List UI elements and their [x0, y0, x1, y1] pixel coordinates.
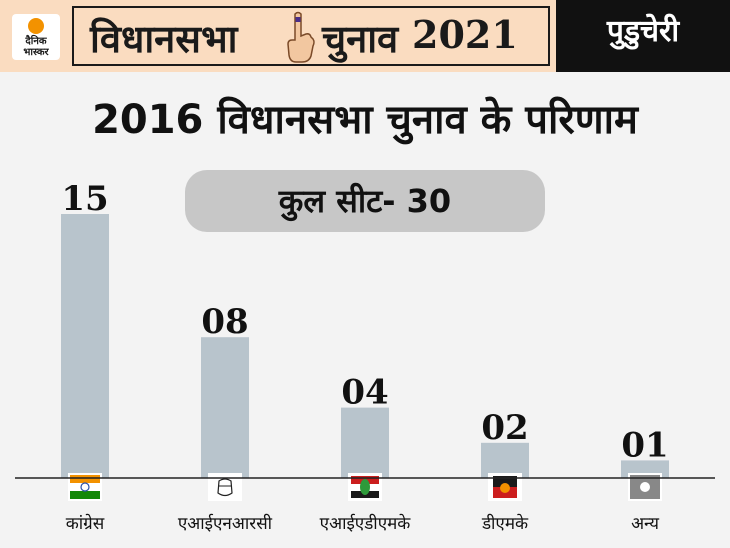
category-label-1: कांग्रेस — [66, 513, 105, 534]
chart-title: 2016 विधानसभा चुनाव के परिणाम — [92, 97, 638, 143]
category-label-3: एआईएडीएमके — [320, 513, 412, 534]
category-label-4: डीएमके — [481, 513, 529, 534]
others-box-icon — [628, 473, 662, 501]
value-label-5: 01 — [621, 425, 668, 465]
total-seats-pill: कुल सीट- 30 — [185, 170, 545, 232]
sun-icon — [28, 18, 44, 34]
category-label-5: अन्य — [631, 514, 660, 534]
bar-2 — [201, 337, 249, 478]
header-banner: दैनिक भास्कर विधानसभा चुनाव 2021 पुडुचेर… — [0, 0, 730, 72]
bar-3 — [341, 407, 389, 478]
value-label-1: 15 — [61, 179, 108, 219]
value-label-2: 08 — [201, 302, 248, 342]
election-title-box: विधानसभा चुनाव 2021 — [72, 6, 550, 66]
state-name: पुडुचेरी — [556, 0, 730, 72]
bar-1 — [61, 214, 109, 478]
title-vidhansabha: विधानसभा — [90, 17, 238, 61]
inked-finger-icon — [287, 11, 315, 63]
congress-flag-icon — [68, 473, 102, 501]
aiadmk-flag-icon — [348, 473, 382, 501]
logo-text-line2: भास्कर — [23, 47, 49, 58]
category-label-2: एआईएनआरसी — [178, 513, 273, 534]
value-label-4: 02 — [481, 408, 528, 448]
dmk-sun-icon — [488, 473, 522, 501]
ainrc-jug-icon — [208, 473, 242, 501]
bar-4 — [481, 442, 529, 478]
value-label-3: 04 — [341, 373, 388, 413]
title-year: 2021 — [412, 12, 518, 57]
logo-text-line1: दैनिक — [25, 36, 47, 47]
dainik-bhaskar-logo: दैनिक भास्कर — [12, 14, 60, 60]
title-chunav: चुनाव — [322, 17, 399, 61]
